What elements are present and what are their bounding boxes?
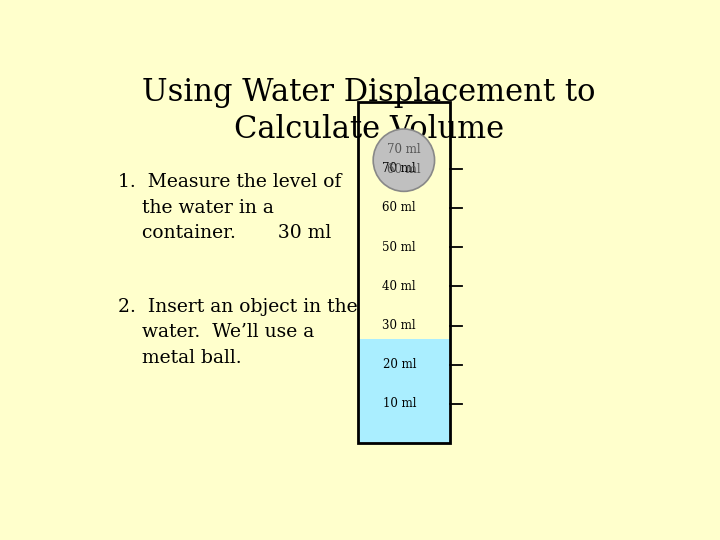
Text: 2.  Insert an object in the
    water.  We’ll use a
    metal ball.: 2. Insert an object in the water. We’ll …: [118, 298, 358, 367]
Text: 20 ml: 20 ml: [382, 358, 416, 372]
Text: 40 ml: 40 ml: [382, 280, 416, 293]
Text: 70 ml: 70 ml: [387, 143, 420, 156]
Text: 10 ml: 10 ml: [382, 397, 416, 410]
Ellipse shape: [373, 129, 435, 191]
Text: 30 ml: 30 ml: [382, 319, 416, 332]
Text: 60 ml: 60 ml: [387, 163, 420, 176]
Text: 50 ml: 50 ml: [382, 241, 416, 254]
Text: Using Water Displacement to
Calculate Volume: Using Water Displacement to Calculate Vo…: [143, 77, 595, 145]
Text: 70 ml: 70 ml: [382, 162, 416, 175]
Bar: [358, 102, 450, 443]
Text: 60 ml: 60 ml: [382, 201, 416, 214]
Text: 1.  Measure the level of
    the water in a
    container.       30 ml: 1. Measure the level of the water in a c…: [118, 173, 341, 242]
Bar: [358, 339, 450, 443]
